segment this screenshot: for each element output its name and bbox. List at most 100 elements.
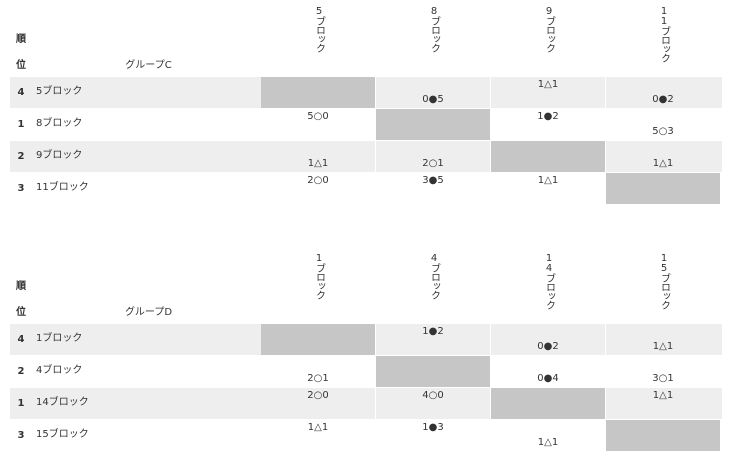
self-match-cell <box>376 109 490 140</box>
result-cell: 1△1 <box>491 77 605 108</box>
result-cell: 0●2 <box>606 77 720 108</box>
score: 2○0 <box>307 175 329 186</box>
score: 5○3 <box>652 126 674 137</box>
score: 2○1 <box>422 158 444 169</box>
team-name: 14ブロック <box>36 397 89 408</box>
team-name: 1ブロック <box>36 333 83 344</box>
column-header-label: 11ブロック <box>658 6 670 62</box>
column-header-label: 9ブロック <box>543 6 555 52</box>
score: 1●3 <box>422 422 444 433</box>
score: 3●5 <box>422 175 444 186</box>
column-header: 14ブロック <box>491 253 606 323</box>
table-row: 1 8ブロック 5○0 1●2 5○3 <box>10 109 722 140</box>
result-cell: 0●4 <box>491 356 605 387</box>
rank-value: 3 <box>17 183 25 194</box>
rank-value: 1 <box>17 398 25 409</box>
table-row: 4 1ブロック 1●2 0●2 1△1 <box>10 324 722 355</box>
result-cell: 5○0 <box>261 109 375 140</box>
score: 4○0 <box>422 390 444 401</box>
self-match-cell <box>261 77 375 108</box>
self-match-cell <box>606 420 720 451</box>
self-match-cell <box>261 324 375 355</box>
rank-value: 4 <box>17 87 25 98</box>
result-cell: 1△1 <box>606 141 720 172</box>
result-cell: 1△1 <box>261 141 375 172</box>
group-d-header: 順 位 グループD 1ブロック 4ブロック 14ブロック 15ブロック <box>10 253 722 323</box>
column-header: 15ブロック <box>606 253 721 323</box>
table-row: 1 14ブロック 2○0 4○0 1△1 <box>10 388 722 419</box>
score: 1△1 <box>537 175 559 186</box>
result-cell: 1△1 <box>491 173 605 204</box>
score: 5○0 <box>307 111 329 122</box>
column-header: 8ブロック <box>376 6 491 76</box>
score: 0●4 <box>537 373 559 384</box>
self-match-cell <box>606 173 720 204</box>
team-name: 4ブロック <box>36 365 83 376</box>
group-name: グループD <box>124 307 173 318</box>
group-c-header: 順 位 グループC 5ブロック 8ブロック 9ブロック 11ブロック <box>10 6 722 76</box>
rank-value: 3 <box>17 430 25 441</box>
column-header: 4ブロック <box>376 253 491 323</box>
column-header-label: 1ブロック <box>313 253 325 299</box>
result-cell: 3●5 <box>376 173 490 204</box>
team-name: 5ブロック <box>36 86 83 97</box>
column-header-label: 4ブロック <box>428 253 440 299</box>
score: 1△1 <box>652 390 674 401</box>
column-header-label: 5ブロック <box>313 6 325 52</box>
column-header: 9ブロック <box>491 6 606 76</box>
table-row: 2 4ブロック 2○1 0●4 3○1 <box>10 356 722 387</box>
result-cell: 1△1 <box>606 324 720 355</box>
column-header: 11ブロック <box>606 6 721 76</box>
column-header-label: 15ブロック <box>658 253 670 309</box>
rank-header: 位 <box>16 60 26 71</box>
result-cell: 5○3 <box>606 109 720 140</box>
table-row: 4 5ブロック 0●5 1△1 0●2 <box>10 77 722 108</box>
team-name: 9ブロック <box>36 150 83 161</box>
score: 3○1 <box>652 373 674 384</box>
column-header: 5ブロック <box>261 6 376 76</box>
result-cell: 1●3 <box>376 420 490 451</box>
result-cell: 3○1 <box>606 356 720 387</box>
self-match-cell <box>491 141 605 172</box>
self-match-cell <box>376 356 490 387</box>
score: 1△1 <box>537 79 559 90</box>
score: 1●2 <box>422 326 444 337</box>
rank-header: 順 <box>16 34 26 45</box>
score: 1△1 <box>307 422 329 433</box>
rank-value: 2 <box>17 151 25 162</box>
team-name: 11ブロック <box>36 182 89 193</box>
result-cell: 2○1 <box>376 141 490 172</box>
score: 1△1 <box>652 158 674 169</box>
result-cell: 0●5 <box>376 77 490 108</box>
score: 2○0 <box>307 390 329 401</box>
score: 1△1 <box>652 341 674 352</box>
self-match-cell <box>491 388 605 419</box>
result-cell: 2○0 <box>261 173 375 204</box>
result-cell: 1△1 <box>491 420 605 451</box>
team-name: 8ブロック <box>36 118 83 129</box>
table-row: 2 9ブロック 1△1 2○1 1△1 <box>10 141 722 172</box>
rank-header: 順 <box>16 281 26 292</box>
column-header: 1ブロック <box>261 253 376 323</box>
column-header-label: 8ブロック <box>428 6 440 52</box>
score: 0●5 <box>422 94 444 105</box>
table-row: 3 11ブロック 2○0 3●5 1△1 <box>10 173 722 204</box>
result-cell: 1●2 <box>491 109 605 140</box>
result-cell: 0●2 <box>491 324 605 355</box>
score: 0●2 <box>537 341 559 352</box>
score: 1●2 <box>537 111 559 122</box>
result-cell: 2○0 <box>261 388 375 419</box>
result-cell: 1△1 <box>261 420 375 451</box>
score: 1△1 <box>307 158 329 169</box>
result-cell: 1△1 <box>606 388 720 419</box>
score: 2○1 <box>307 373 329 384</box>
result-cell: 1●2 <box>376 324 490 355</box>
score: 1△1 <box>537 437 559 448</box>
group-name: グループC <box>125 60 172 71</box>
result-cell: 2○1 <box>261 356 375 387</box>
result-cell: 4○0 <box>376 388 490 419</box>
table-row: 3 15ブロック 1△1 1●3 1△1 <box>10 420 722 451</box>
score: 0●2 <box>652 94 674 105</box>
rank-value: 2 <box>17 366 25 377</box>
rank-value: 1 <box>17 119 25 130</box>
